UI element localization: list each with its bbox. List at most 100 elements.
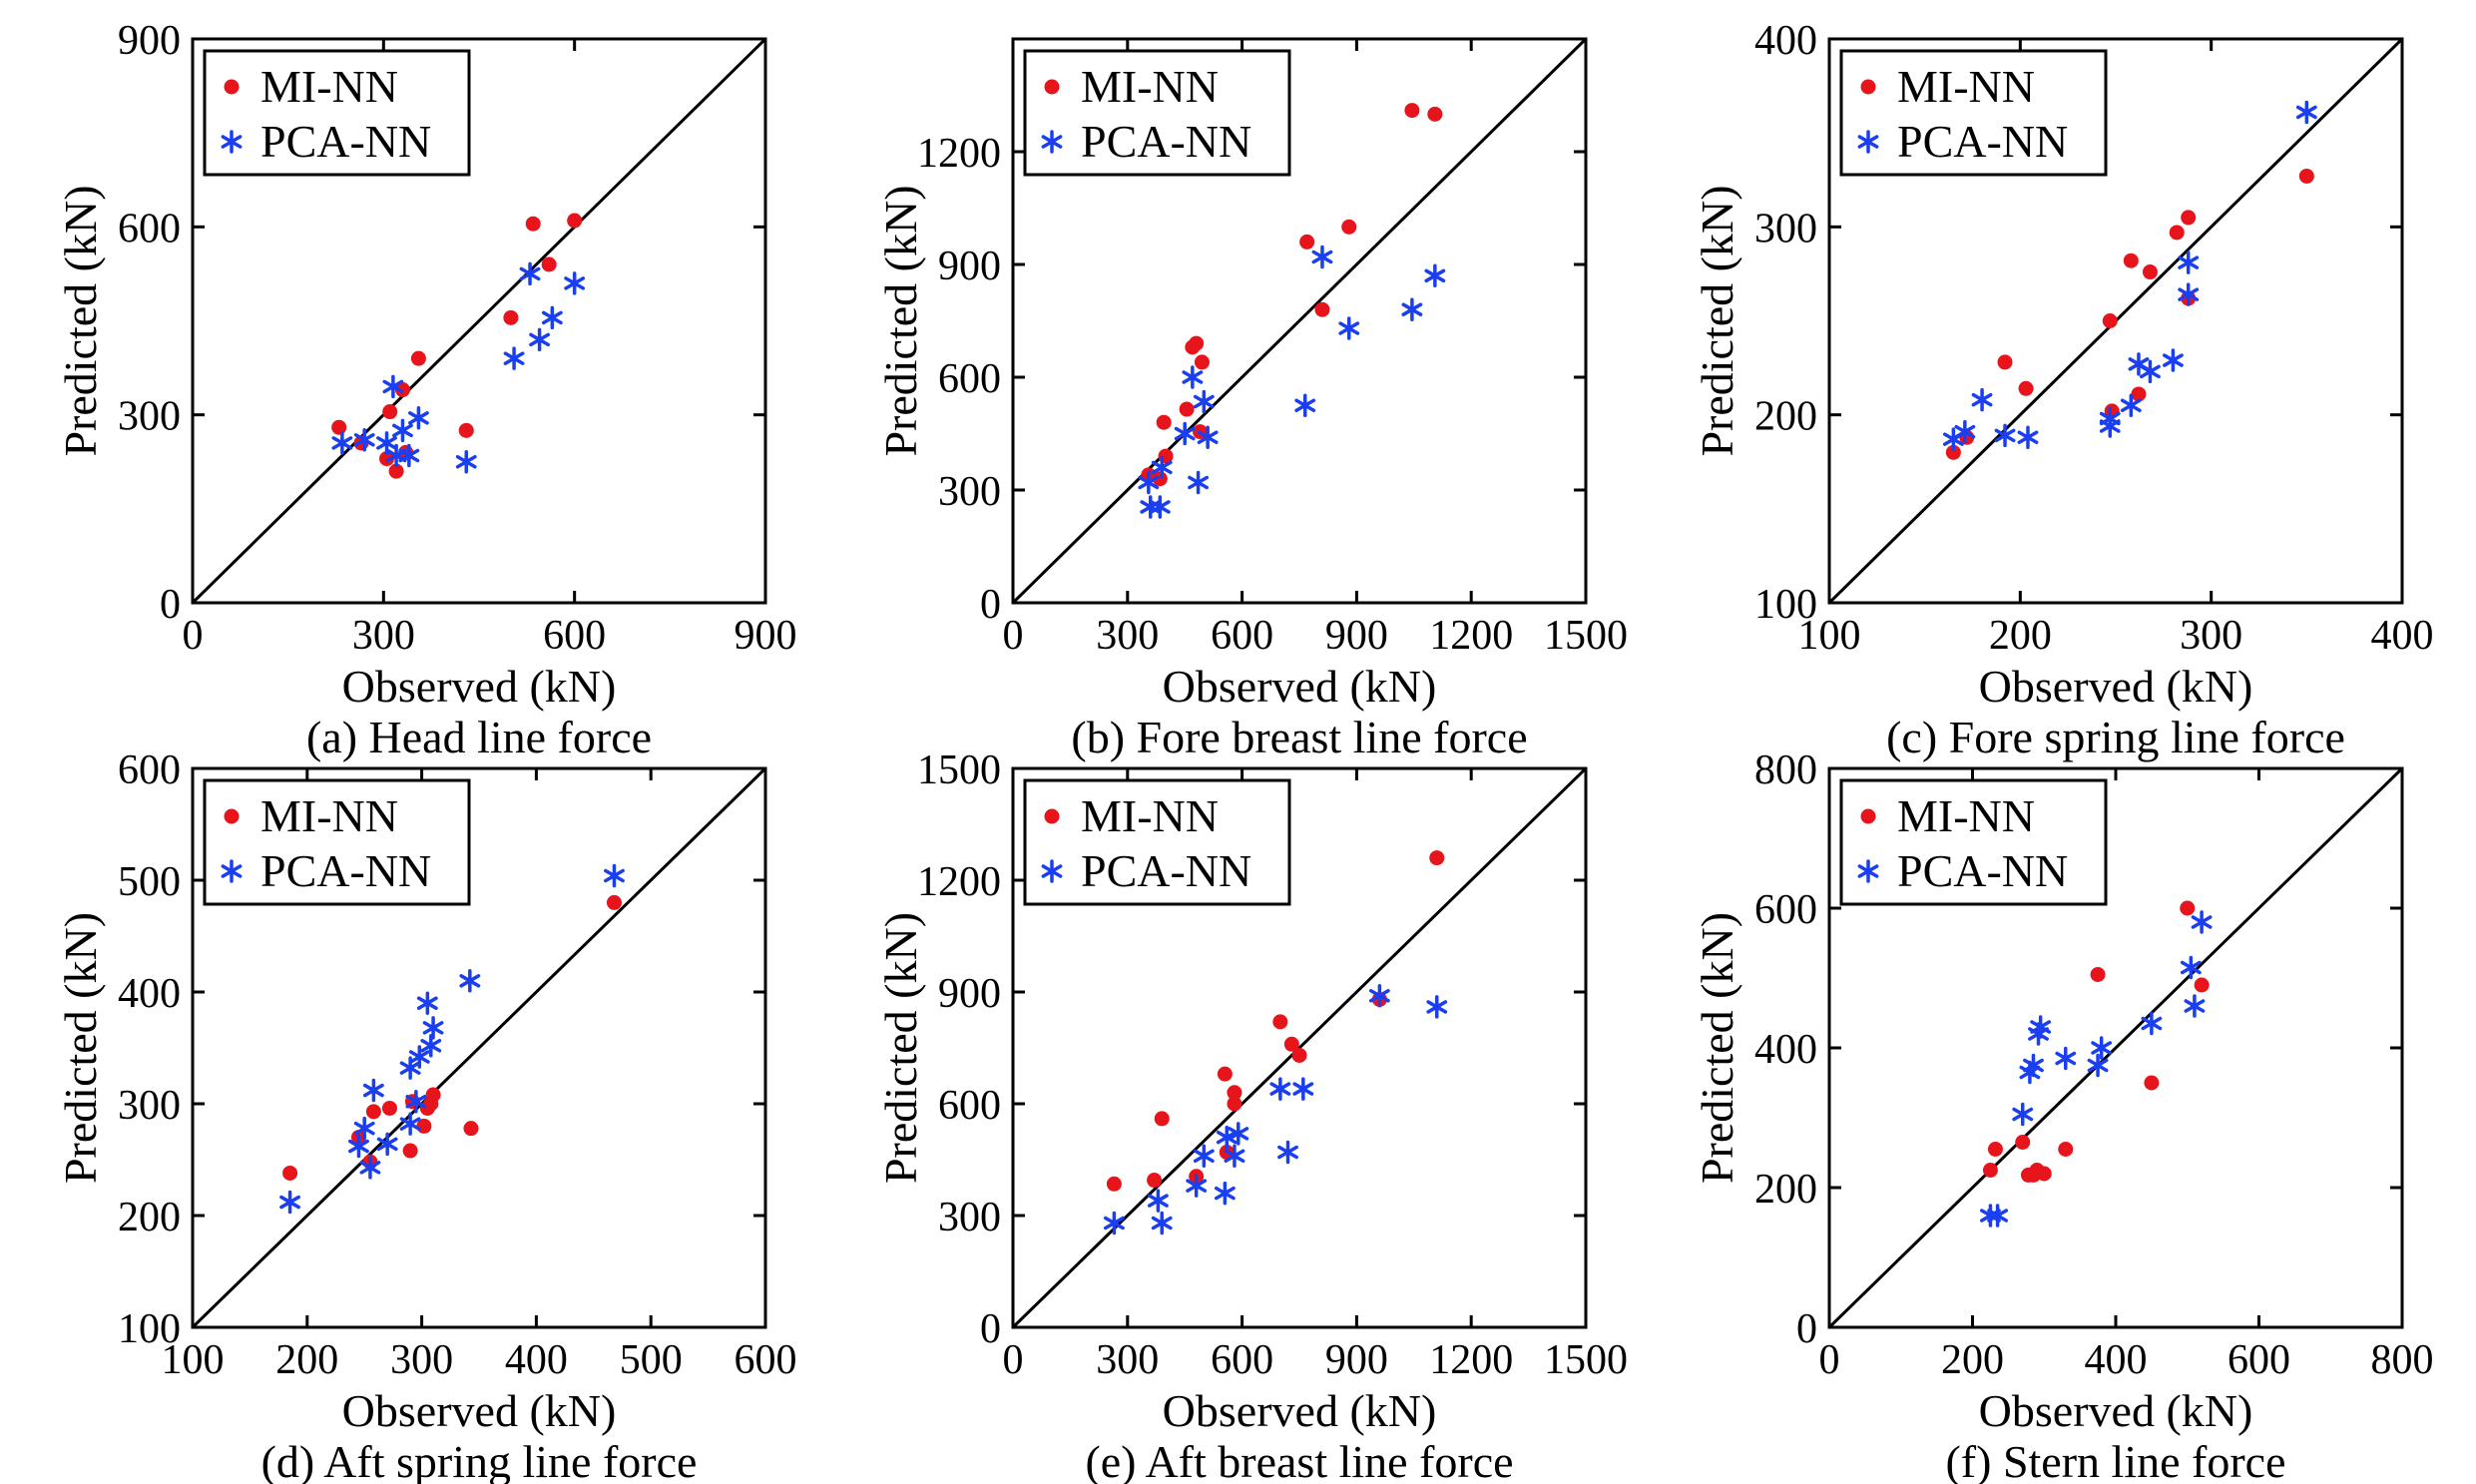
- legend-box: [203, 49, 471, 177]
- legend-pca-nn-marker: [221, 130, 243, 154]
- pca-nn-point: [1138, 470, 1160, 495]
- mi-nn-point: [2036, 1166, 2052, 1182]
- mi-nn-point: [503, 309, 519, 325]
- y-axis-label: Predicted (kN): [1692, 912, 1742, 1184]
- x-tick-label: 200: [1989, 613, 2052, 659]
- x-axis-label: Observed (kN): [1979, 661, 2253, 712]
- x-tick-label: 800: [2371, 1337, 2434, 1383]
- pca-nn-point: [348, 1134, 369, 1159]
- mi-nn-point: [388, 463, 404, 479]
- mi-nn-point: [1982, 1163, 1998, 1178]
- y-tick-label: 400: [118, 971, 181, 1017]
- pca-nn-point: [1140, 495, 1162, 519]
- x-axis-label: Observed (kN): [342, 1385, 617, 1436]
- pca-nn-point: [1193, 389, 1215, 414]
- y-tick-label: 500: [118, 859, 181, 905]
- mi-nn-point: [525, 216, 541, 232]
- x-tick-label: 600: [2228, 1337, 2290, 1383]
- y-tick-label: 200: [1754, 394, 1817, 440]
- x-tick-label: 300: [352, 613, 415, 659]
- pca-nn-point: [1368, 983, 1390, 1008]
- pca-nn-point: [1971, 387, 1993, 412]
- pca-nn-point: [2017, 425, 2039, 450]
- legend-mi-nn-label: MI-NN: [260, 61, 398, 112]
- mi-nn-point: [458, 422, 474, 438]
- mi-nn-point: [1227, 1096, 1242, 1112]
- pca-nn-point: [1294, 393, 1316, 417]
- pca-nn-point: [2178, 282, 2200, 306]
- x-tick-label: 400: [2371, 613, 2434, 659]
- mi-nn-point: [2144, 1075, 2160, 1091]
- pca-nn-point: [1224, 1144, 1245, 1169]
- mi-nn-point: [1152, 471, 1168, 487]
- mi-nn-point: [606, 894, 622, 910]
- mi-nn-point: [381, 1100, 397, 1116]
- mi-nn-point: [2123, 252, 2139, 268]
- x-tick-label: 600: [1211, 1337, 1273, 1383]
- mi-nn-point: [1299, 234, 1315, 249]
- legend-mi-nn-label: MI-NN: [1897, 790, 2035, 841]
- pca-nn-point: [2030, 1015, 2052, 1039]
- x-tick-label: 1200: [1429, 613, 1513, 659]
- pca-nn-point: [519, 261, 541, 286]
- pca-nn-point: [376, 1132, 398, 1157]
- panel-caption: (a) Head line force: [306, 712, 652, 762]
- x-tick-label: 1500: [1544, 613, 1628, 659]
- pca-nn-point: [1994, 423, 2016, 448]
- mi-nn-point: [1189, 335, 1205, 351]
- pca-nn-point: [1311, 245, 1333, 269]
- pca-nn-point: [2012, 1102, 2034, 1127]
- pca-nn-point: [2091, 1036, 2113, 1060]
- legend-mi-nn-marker: [1044, 79, 1060, 95]
- panel-caption: (f) Stern line force: [1945, 1436, 2285, 1484]
- y-axis-label: Predicted (kN): [55, 185, 106, 456]
- y-axis-label: Predicted (kN): [55, 912, 106, 1184]
- axes-frame: [1011, 37, 1588, 605]
- x-axis-label: Observed (kN): [1979, 1385, 2253, 1436]
- y-tick-label: 400: [1754, 1027, 1817, 1073]
- legend-box: [1023, 778, 1291, 906]
- x-tick-label: 0: [183, 613, 204, 659]
- legend-pca-nn-label: PCA-NN: [1081, 845, 1251, 896]
- pca-nn-point: [1216, 1125, 1238, 1150]
- x-tick-label: 300: [1096, 613, 1159, 659]
- pca-nn-point: [564, 271, 586, 295]
- y-tick-label: 100: [118, 1306, 181, 1352]
- x-tick-label: 900: [1325, 613, 1388, 659]
- x-axis-label: Observed (kN): [342, 661, 617, 712]
- mi-nn-point: [1987, 1142, 2003, 1157]
- y-tick-label: 600: [938, 1083, 1001, 1129]
- pca-nn-point: [1338, 316, 1360, 340]
- pca-nn-point: [503, 346, 525, 370]
- mi-nn-point: [1404, 103, 1420, 119]
- pca-nn-point: [398, 443, 420, 468]
- y-tick-label: 900: [938, 971, 1001, 1017]
- mi-nn-point: [1429, 850, 1445, 866]
- mi-nn-point: [402, 1143, 418, 1159]
- x-tick-label: 0: [1003, 613, 1024, 659]
- panel-2: 0 300 600 900 1200 150003006009001200Observed…: [875, 37, 1628, 762]
- x-tick-label: 0: [1819, 1337, 1840, 1383]
- mi-nn-point: [2181, 210, 2197, 226]
- y-tick-label: 600: [118, 206, 181, 251]
- mi-nn-point: [2194, 977, 2210, 993]
- mi-nn-point: [567, 213, 583, 229]
- x-tick-label: 100: [162, 1337, 225, 1383]
- pca-nn-point: [2184, 994, 2206, 1018]
- pca-nn-point: [604, 863, 625, 888]
- pca-nn-point: [1148, 1189, 1169, 1213]
- axes-frame: [1827, 37, 2404, 605]
- x-axis-label: Observed (kN): [1163, 1385, 1437, 1436]
- pca-nn-point: [1174, 421, 1196, 446]
- legend-mi-nn-marker: [1044, 808, 1060, 824]
- pca-nn-point: [416, 991, 438, 1015]
- y-tick-label: 0: [980, 582, 1001, 628]
- legend-pca-nn-label: PCA-NN: [1897, 116, 2068, 167]
- mi-nn-point: [331, 419, 347, 435]
- pca-nn-point: [1426, 995, 1448, 1019]
- x-tick-label: 300: [1096, 1337, 1159, 1383]
- x-tick-label: 400: [2085, 1337, 2148, 1383]
